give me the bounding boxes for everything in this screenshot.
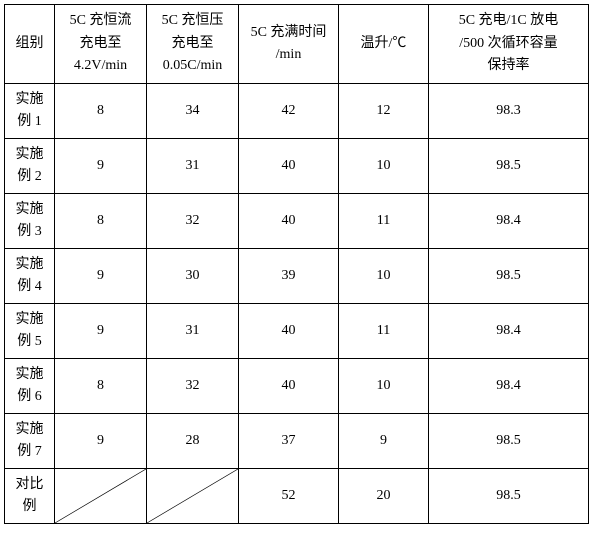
col-header-cv: 5C 充恒压充电至0.05C/min (147, 5, 239, 84)
cell-v1: 8 (55, 194, 147, 249)
diagonal-slash-icon (147, 469, 238, 523)
cell-v5: 98.5 (429, 414, 589, 469)
cell-v2: 32 (147, 359, 239, 414)
cell-v4: 11 (339, 304, 429, 359)
cell-v1: 9 (55, 304, 147, 359)
cell-v2: 31 (147, 139, 239, 194)
col-header-cc: 5C 充恒流充电至4.2V/min (55, 5, 147, 84)
table-row: 实施例 4930391098.5 (5, 249, 589, 304)
cell-v5: 98.4 (429, 304, 589, 359)
row-label: 实施例 1 (5, 84, 55, 139)
row-label: 实施例 5 (5, 304, 55, 359)
table-row: 实施例 6832401098.4 (5, 359, 589, 414)
cell-v3: 37 (239, 414, 339, 469)
cell-v4: 20 (339, 469, 429, 524)
data-table: 组别 5C 充恒流充电至4.2V/min 5C 充恒压充电至0.05C/min … (4, 4, 589, 524)
cell-v1 (55, 469, 147, 524)
row-label: 实施例 3 (5, 194, 55, 249)
table-row: 实施例 1834421298.3 (5, 84, 589, 139)
table-header-row: 组别 5C 充恒流充电至4.2V/min 5C 充恒压充电至0.05C/min … (5, 5, 589, 84)
cell-v4: 10 (339, 359, 429, 414)
cell-v1: 8 (55, 359, 147, 414)
table-row: 实施例 792837998.5 (5, 414, 589, 469)
row-label: 实施例 4 (5, 249, 55, 304)
cell-v3: 39 (239, 249, 339, 304)
cell-v3: 40 (239, 194, 339, 249)
cell-v5: 98.3 (429, 84, 589, 139)
table-row: 实施例 5931401198.4 (5, 304, 589, 359)
table-row: 实施例 3832401198.4 (5, 194, 589, 249)
cell-v2: 28 (147, 414, 239, 469)
cell-v5: 98.4 (429, 194, 589, 249)
row-label: 实施例 2 (5, 139, 55, 194)
col-header-temp: 温升/℃ (339, 5, 429, 84)
cell-v3: 40 (239, 359, 339, 414)
cell-v3: 40 (239, 139, 339, 194)
cell-v5: 98.5 (429, 249, 589, 304)
cell-v5: 98.4 (429, 359, 589, 414)
cell-v3: 40 (239, 304, 339, 359)
cell-v1: 9 (55, 139, 147, 194)
col-header-fulltime: 5C 充满时间/min (239, 5, 339, 84)
cell-v4: 11 (339, 194, 429, 249)
col-header-retention: 5C 充电/1C 放电/500 次循环容量保持率 (429, 5, 589, 84)
cell-v2: 32 (147, 194, 239, 249)
row-label: 实施例 7 (5, 414, 55, 469)
cell-v2 (147, 469, 239, 524)
cell-v3: 52 (239, 469, 339, 524)
cell-v4: 10 (339, 139, 429, 194)
cell-v1: 9 (55, 414, 147, 469)
cell-v2: 30 (147, 249, 239, 304)
cell-v2: 31 (147, 304, 239, 359)
table-row: 对比例 522098.5 (5, 469, 589, 524)
row-label: 实施例 6 (5, 359, 55, 414)
cell-v1: 8 (55, 84, 147, 139)
cell-v5: 98.5 (429, 139, 589, 194)
cell-v2: 34 (147, 84, 239, 139)
cell-v4: 9 (339, 414, 429, 469)
diagonal-slash-icon (55, 469, 146, 523)
cell-v3: 42 (239, 84, 339, 139)
cell-v4: 12 (339, 84, 429, 139)
cell-v1: 9 (55, 249, 147, 304)
table-row: 实施例 2931401098.5 (5, 139, 589, 194)
row-label: 对比例 (5, 469, 55, 524)
cell-v5: 98.5 (429, 469, 589, 524)
table-body: 实施例 1834421298.3实施例 2931401098.5实施例 3832… (5, 84, 589, 524)
col-header-group: 组别 (5, 5, 55, 84)
cell-v4: 10 (339, 249, 429, 304)
